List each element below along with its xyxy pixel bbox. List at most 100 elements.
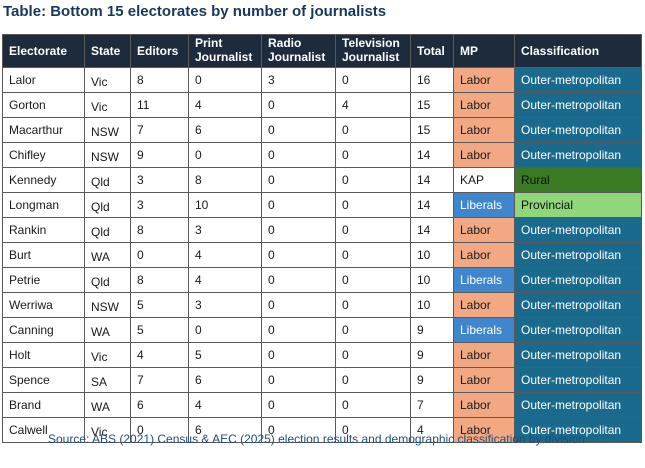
cell-television: 4: [335, 92, 411, 118]
cell-total: 14: [410, 142, 454, 168]
table-row: Werriwa NSW 5 3 0 0 10 Labor Outer-metropolitan: [2, 292, 642, 318]
cell-print: 0: [188, 317, 262, 343]
header-electorate: Electorate: [2, 34, 85, 68]
cell-mp: Labor: [453, 67, 515, 93]
cell-television: 0: [335, 267, 411, 293]
table-row: Gorton Vic 11 4 0 4 15 Labor Outer-metropolitan: [2, 92, 642, 118]
cell-radio: 0: [261, 367, 336, 393]
cell-state: Qld: [84, 192, 131, 218]
cell-radio: 0: [261, 317, 336, 343]
table-title: Table: Bottom 15 electorates by number o…: [3, 3, 387, 20]
cell-print: 3: [188, 292, 262, 318]
cell-electorate: Rankin: [2, 217, 85, 243]
cell-mp: Labor: [453, 242, 515, 268]
cell-television: 0: [335, 367, 411, 393]
cell-editors: 8: [130, 217, 189, 243]
cell-total: 10: [410, 267, 454, 293]
cell-print: 5: [188, 342, 262, 368]
cell-radio: 0: [261, 417, 336, 443]
table-row: Rankin Qld 8 3 0 0 14 Labor Outer-metropolitan: [2, 217, 642, 243]
cell-editors: 4: [130, 342, 189, 368]
table-row: Chifley NSW 9 0 0 0 14 Labor Outer-metropolitan: [2, 142, 642, 168]
cell-classification: Outer-metropolitan: [514, 117, 642, 143]
cell-television: 0: [335, 117, 411, 143]
cell-mp: Liberals: [453, 317, 515, 343]
cell-mp: Labor: [453, 92, 515, 118]
header-print-journalist: Print Journalist: [188, 34, 262, 68]
table-row: Spence SA 7 6 0 0 9 Labor Outer-metropolitan: [2, 367, 642, 393]
header-radio-journalist: Radio Journalist: [261, 34, 336, 68]
cell-classification: Outer-metropolitan: [514, 67, 642, 93]
cell-classification: Outer-metropolitan: [514, 417, 642, 443]
cell-mp: Labor: [453, 217, 515, 243]
cell-state: Qld: [84, 267, 131, 293]
cell-radio: 0: [261, 242, 336, 268]
cell-electorate: Holt: [2, 342, 85, 368]
cell-radio: 0: [261, 217, 336, 243]
cell-state: NSW: [84, 117, 131, 143]
cell-state: WA: [84, 317, 131, 343]
cell-state: Vic: [84, 92, 131, 118]
cell-editors: 5: [130, 317, 189, 343]
journalists-table: Electorate State Editors Print Journalis…: [2, 34, 642, 443]
cell-state: SA: [84, 367, 131, 393]
cell-television: 0: [335, 342, 411, 368]
cell-total: 7: [410, 392, 454, 418]
cell-print: 6: [188, 367, 262, 393]
cell-television: 0: [335, 242, 411, 268]
cell-radio: 0: [261, 342, 336, 368]
cell-editors: 0: [130, 417, 189, 443]
cell-state: NSW: [84, 292, 131, 318]
cell-print: 6: [188, 117, 262, 143]
cell-radio: 0: [261, 292, 336, 318]
cell-print: 6: [188, 417, 262, 443]
cell-print: 4: [188, 392, 262, 418]
cell-classification: Outer-metropolitan: [514, 142, 642, 168]
cell-electorate: Burt: [2, 242, 85, 268]
cell-editors: 7: [130, 117, 189, 143]
cell-mp: KAP: [453, 167, 515, 193]
cell-mp: Labor: [453, 292, 515, 318]
table-row: Macarthur NSW 7 6 0 0 15 Labor Outer-metropolita…: [2, 117, 642, 143]
table-row: Longman Qld 3 10 0 0 14 Liberals Provincial: [2, 192, 642, 218]
cell-radio: 0: [261, 167, 336, 193]
cell-total: 15: [410, 117, 454, 143]
cell-print: 0: [188, 67, 262, 93]
cell-editors: 8: [130, 267, 189, 293]
cell-electorate: Lalor: [2, 67, 85, 93]
cell-mp: Labor: [453, 392, 515, 418]
cell-total: 9: [410, 317, 454, 343]
header-total: Total: [410, 34, 454, 68]
cell-mp: Labor: [453, 367, 515, 393]
cell-electorate: Calwell: [2, 417, 85, 443]
cell-editors: 9: [130, 142, 189, 168]
cell-electorate: Canning: [2, 317, 85, 343]
cell-editors: 0: [130, 242, 189, 268]
cell-television: 0: [335, 167, 411, 193]
cell-classification: Outer-metropolitan: [514, 392, 642, 418]
header-row: Electorate State Editors Print Journalis…: [2, 34, 642, 68]
cell-state: WA: [84, 242, 131, 268]
cell-state: Vic: [84, 342, 131, 368]
cell-radio: 0: [261, 267, 336, 293]
cell-editors: 5: [130, 292, 189, 318]
cell-print: 3: [188, 217, 262, 243]
header-mp: MP: [453, 34, 515, 68]
cell-radio: 3: [261, 67, 336, 93]
cell-state: Qld: [84, 167, 131, 193]
cell-radio: 0: [261, 192, 336, 218]
cell-total: 14: [410, 167, 454, 193]
cell-classification: Outer-metropolitan: [514, 242, 642, 268]
cell-total: 14: [410, 217, 454, 243]
cell-television: 0: [335, 142, 411, 168]
source-note: Source: ABS (2021) Census & AEC (2025) e…: [48, 432, 585, 446]
cell-electorate: Macarthur: [2, 117, 85, 143]
cell-radio: 0: [261, 92, 336, 118]
cell-total: 4: [410, 417, 454, 443]
cell-mp: Liberals: [453, 267, 515, 293]
cell-radio: 0: [261, 117, 336, 143]
cell-electorate: Spence: [2, 367, 85, 393]
header-editors: Editors: [130, 34, 189, 68]
cell-mp: Labor: [453, 142, 515, 168]
table-row: Brand WA 6 4 0 0 7 Labor Outer-metropolitan: [2, 392, 642, 418]
